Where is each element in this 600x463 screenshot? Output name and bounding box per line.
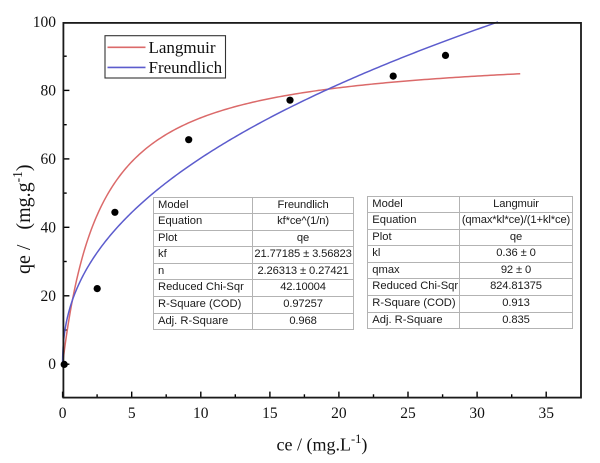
svg-text:5: 5 xyxy=(128,405,136,422)
svg-text:80: 80 xyxy=(41,82,57,99)
svg-text:20: 20 xyxy=(331,405,347,422)
svg-text:ce / (mg.L-1): ce / (mg.L-1) xyxy=(277,432,368,456)
svg-text:30: 30 xyxy=(469,405,485,422)
svg-text:Freundlich: Freundlich xyxy=(149,58,223,77)
svg-text:40: 40 xyxy=(41,219,57,236)
svg-text:20: 20 xyxy=(41,288,57,305)
svg-text:60: 60 xyxy=(41,151,57,168)
svg-text:100: 100 xyxy=(33,14,57,31)
svg-text:0: 0 xyxy=(48,356,56,373)
svg-text:0: 0 xyxy=(59,405,67,422)
svg-text:15: 15 xyxy=(262,405,278,422)
svg-text:25: 25 xyxy=(400,405,416,422)
svg-text:Langmuir: Langmuir xyxy=(149,38,216,57)
svg-text:10: 10 xyxy=(193,405,209,422)
svg-text:35: 35 xyxy=(538,405,554,422)
svg-text:qe / (mg.g-1): qe / (mg.g-1) xyxy=(10,164,35,274)
